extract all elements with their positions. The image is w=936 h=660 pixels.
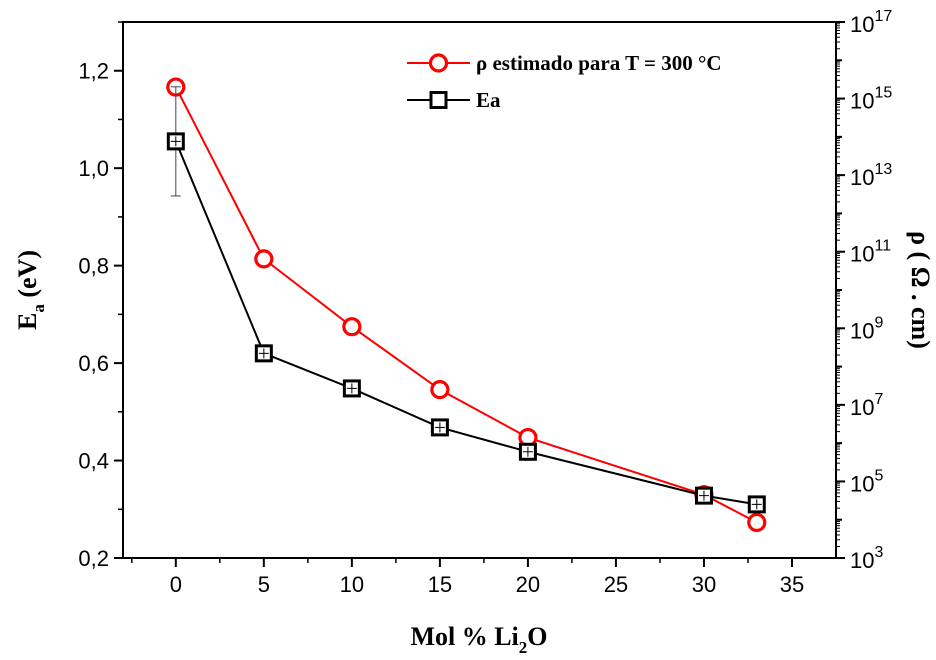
- left-tick-label: 1,2: [78, 59, 109, 84]
- data-point-inner: [346, 383, 357, 394]
- right-tick-label: 109: [850, 314, 883, 343]
- x-tick-label: 5: [258, 572, 270, 597]
- right-tick-label: 103: [850, 544, 883, 573]
- data-point: [430, 380, 450, 400]
- legend-label: Ea: [476, 88, 501, 112]
- left-tick-label: 0,6: [78, 351, 109, 376]
- legend-marker: [429, 91, 448, 109]
- legend-item: Ea: [407, 88, 501, 112]
- data-point-inner: [522, 446, 533, 457]
- legend-marker: [428, 53, 449, 73]
- right-tick-label: 1011: [850, 238, 891, 267]
- x-tick-label: 35: [780, 572, 804, 597]
- data-point-inner: [434, 422, 445, 433]
- data-point-inner: [698, 490, 709, 501]
- x-tick-label: 20: [516, 572, 540, 597]
- x-tick-label: 15: [428, 572, 452, 597]
- data-point-inner: [170, 136, 181, 147]
- series-rho: [166, 77, 767, 533]
- right-tick-label: 107: [850, 391, 883, 420]
- left-tick-label: 0,8: [78, 254, 109, 279]
- x-tick-label: 25: [604, 572, 628, 597]
- x-axis-title: Mol % Li2O: [410, 622, 547, 657]
- x-tick-label: 30: [692, 572, 716, 597]
- data-point-inner: [258, 348, 269, 359]
- right-tick-label: 1017: [850, 8, 892, 37]
- right-axis-title: ρ ( Ω . cm): [906, 231, 935, 349]
- left-tick-label: 0,4: [78, 449, 109, 474]
- right-tick-label: 1015: [850, 85, 892, 114]
- data-point: [342, 317, 362, 337]
- right-tick-label: 1013: [850, 161, 892, 190]
- series-ea: [166, 86, 766, 514]
- series-line: [174, 86, 758, 524]
- data-point: [254, 249, 274, 269]
- left-tick-label: 0,2: [78, 546, 109, 571]
- data-point: [747, 512, 767, 533]
- legend-label: ρ estimado para T = 300 °C: [476, 51, 722, 75]
- x-tick-label: 10: [340, 572, 364, 597]
- legend-item: ρ estimado para T = 300 °C: [407, 51, 722, 75]
- series-line: [174, 140, 757, 506]
- left-axis-title: Ea (eV): [13, 250, 48, 330]
- data-point-inner: [751, 499, 762, 510]
- x-tick-label: 0: [170, 572, 182, 597]
- left-tick-label: 1,0: [78, 156, 109, 181]
- right-tick-label: 105: [850, 467, 883, 496]
